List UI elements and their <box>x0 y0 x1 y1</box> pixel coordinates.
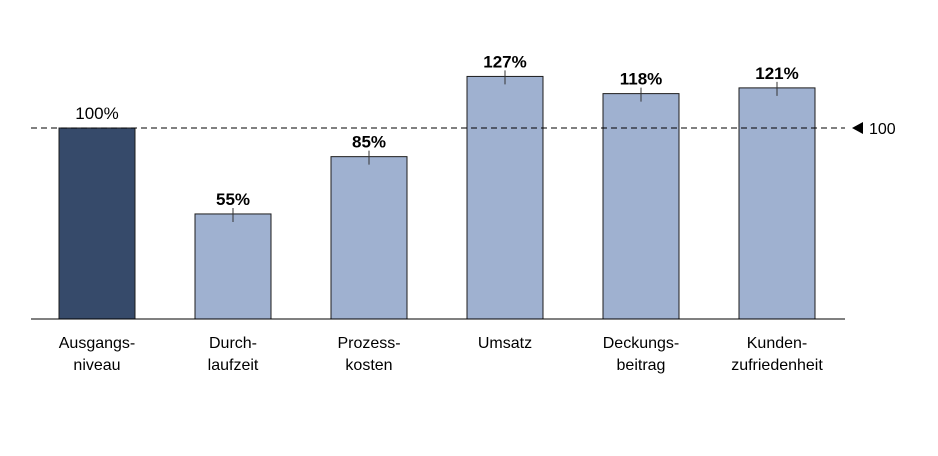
category-label: beitrag <box>617 357 666 374</box>
category-label: niveau <box>73 357 120 374</box>
value-label: 85% <box>352 133 386 152</box>
category-label: Kunden- <box>747 335 808 352</box>
category-label: zufriedenheit <box>731 357 823 374</box>
value-label: 55% <box>216 190 250 209</box>
bar <box>602 93 680 320</box>
reference-marker-icon <box>852 122 863 134</box>
bar <box>738 87 816 320</box>
category-label: kosten <box>345 357 392 374</box>
category-label: Deckungs- <box>603 335 679 352</box>
bar <box>466 75 544 320</box>
value-label: 118% <box>620 70 663 89</box>
category-label: Ausgangs- <box>59 335 136 352</box>
value-label: 100% <box>75 104 118 123</box>
bar <box>58 127 136 320</box>
bar <box>330 156 408 320</box>
bar <box>194 213 272 320</box>
reference-label: 100 <box>869 121 896 138</box>
value-label: 121% <box>755 64 798 83</box>
category-label: Durch- <box>209 335 257 352</box>
category-label: Umsatz <box>478 335 532 352</box>
category-label: Prozess- <box>337 335 400 352</box>
category-label: laufzeit <box>208 357 259 374</box>
value-label: 127% <box>483 52 526 71</box>
